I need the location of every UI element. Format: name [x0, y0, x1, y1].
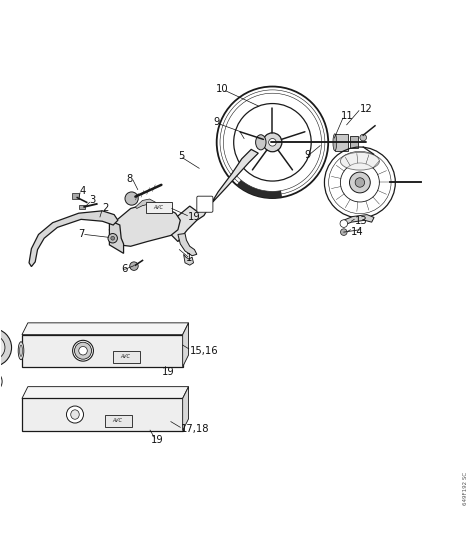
Polygon shape: [22, 387, 189, 398]
FancyBboxPatch shape: [146, 202, 172, 213]
Text: 13: 13: [355, 216, 368, 226]
Text: 3: 3: [90, 196, 96, 206]
Polygon shape: [178, 234, 197, 256]
Text: 649F192 SC: 649F192 SC: [463, 471, 468, 505]
Circle shape: [74, 342, 91, 359]
Text: 6: 6: [122, 264, 128, 274]
Text: 19: 19: [187, 212, 200, 223]
Ellipse shape: [333, 134, 337, 151]
Polygon shape: [109, 220, 124, 253]
Text: 9: 9: [213, 117, 220, 127]
Polygon shape: [183, 254, 193, 265]
Text: AVC: AVC: [153, 205, 163, 210]
Ellipse shape: [340, 152, 379, 170]
Text: 8: 8: [126, 174, 132, 184]
Circle shape: [0, 329, 11, 366]
Text: 12: 12: [360, 104, 373, 114]
Polygon shape: [136, 199, 156, 208]
Text: 9: 9: [304, 150, 310, 160]
FancyBboxPatch shape: [105, 414, 132, 427]
Ellipse shape: [255, 135, 266, 150]
Circle shape: [269, 138, 276, 146]
Ellipse shape: [73, 340, 93, 361]
Circle shape: [360, 134, 366, 141]
Circle shape: [340, 220, 347, 227]
Text: 11: 11: [341, 111, 354, 121]
Text: 14: 14: [351, 227, 364, 237]
Polygon shape: [22, 398, 182, 430]
FancyBboxPatch shape: [72, 193, 79, 199]
Circle shape: [108, 234, 118, 243]
Circle shape: [263, 133, 282, 152]
FancyBboxPatch shape: [79, 204, 85, 209]
FancyBboxPatch shape: [197, 196, 213, 212]
Text: AVC: AVC: [112, 418, 122, 423]
Circle shape: [349, 172, 370, 193]
Circle shape: [355, 178, 365, 187]
Circle shape: [0, 371, 2, 392]
Circle shape: [130, 262, 138, 270]
FancyBboxPatch shape: [350, 136, 358, 148]
Text: 17,18: 17,18: [181, 424, 210, 434]
Text: 19: 19: [161, 367, 174, 377]
Polygon shape: [182, 323, 189, 367]
Text: 10: 10: [216, 84, 228, 94]
Text: 5: 5: [178, 151, 185, 161]
Text: 1: 1: [186, 253, 192, 263]
Text: 19: 19: [151, 435, 164, 445]
Polygon shape: [182, 387, 189, 430]
Circle shape: [125, 192, 138, 205]
Text: 15,16: 15,16: [190, 346, 219, 356]
Circle shape: [340, 229, 347, 235]
Circle shape: [111, 237, 115, 240]
Polygon shape: [171, 150, 258, 242]
Ellipse shape: [66, 406, 83, 423]
Circle shape: [79, 346, 87, 355]
Wedge shape: [237, 180, 282, 198]
Text: 2: 2: [102, 203, 109, 213]
Polygon shape: [109, 204, 180, 247]
Ellipse shape: [19, 345, 22, 356]
FancyBboxPatch shape: [335, 134, 348, 151]
Text: 7: 7: [79, 229, 85, 239]
Text: AVC: AVC: [120, 355, 130, 360]
Polygon shape: [29, 211, 118, 266]
FancyBboxPatch shape: [113, 351, 140, 363]
Polygon shape: [341, 214, 374, 226]
Circle shape: [0, 335, 5, 360]
Text: 4: 4: [79, 186, 85, 196]
Ellipse shape: [71, 410, 79, 419]
Ellipse shape: [18, 342, 24, 360]
Polygon shape: [22, 323, 189, 335]
Polygon shape: [22, 335, 182, 367]
